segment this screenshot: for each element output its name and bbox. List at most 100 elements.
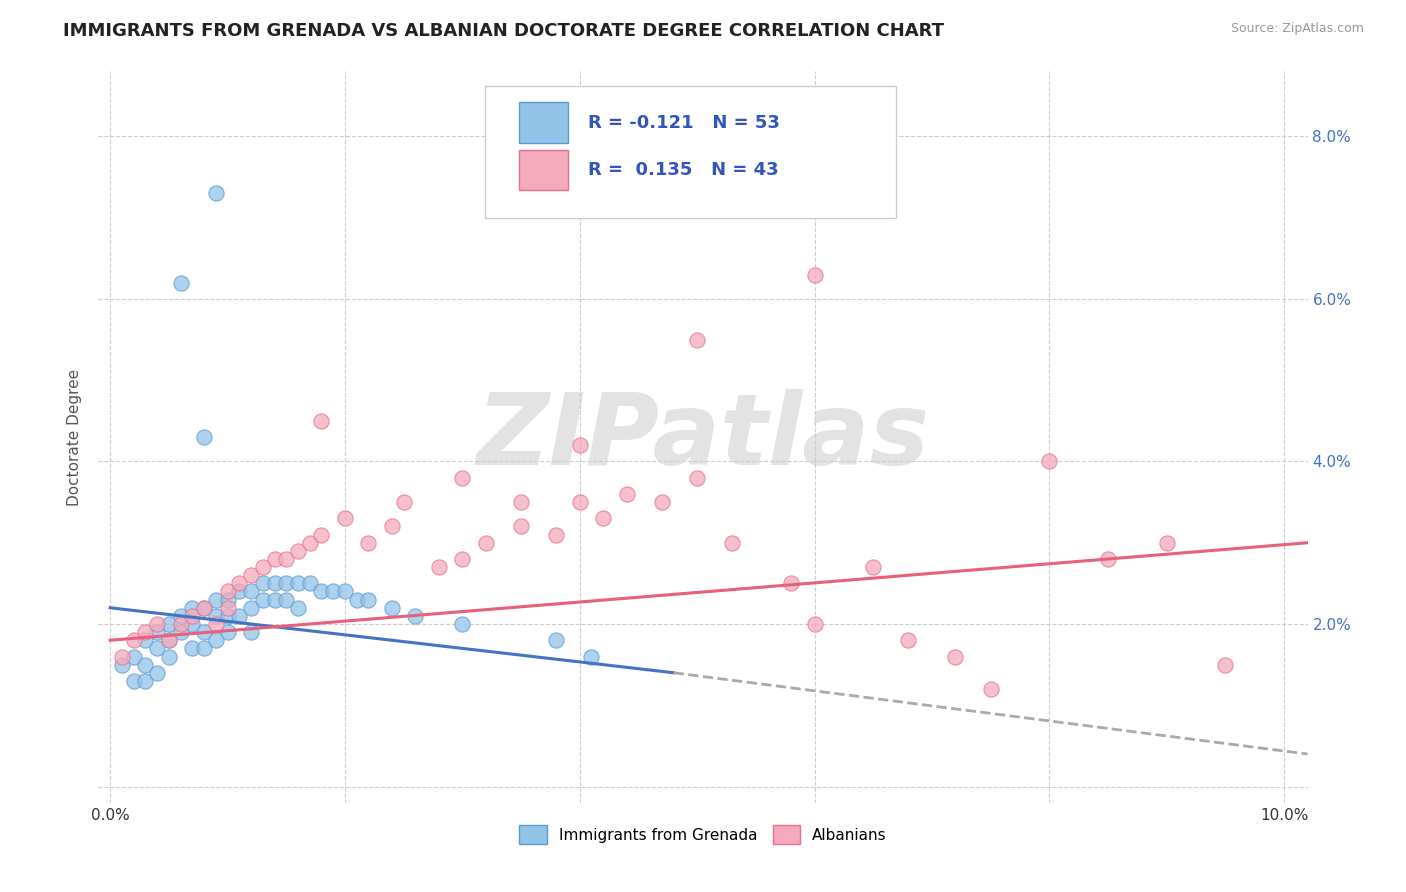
Point	[686, 333, 709, 347]
Point	[263, 576, 285, 591]
Point	[111, 649, 134, 664]
Point	[240, 584, 263, 599]
Point	[686, 471, 709, 485]
Point	[204, 617, 226, 632]
Point	[193, 600, 215, 615]
Point	[616, 487, 638, 501]
Point	[392, 495, 415, 509]
Point	[803, 617, 825, 632]
Point	[122, 673, 145, 688]
Point	[298, 576, 321, 591]
Point	[193, 641, 215, 656]
Point	[451, 471, 474, 485]
Point	[157, 649, 180, 664]
Point	[169, 617, 191, 632]
Point	[217, 600, 239, 615]
Point	[146, 665, 169, 680]
FancyBboxPatch shape	[485, 86, 897, 218]
Point	[217, 625, 239, 640]
Point	[475, 535, 498, 549]
Point	[217, 608, 239, 623]
Point	[146, 625, 169, 640]
Point	[568, 495, 591, 509]
Point	[134, 657, 156, 672]
Point	[122, 633, 145, 648]
Point	[169, 276, 191, 290]
Point	[381, 519, 404, 533]
Point	[945, 649, 967, 664]
Point	[311, 584, 333, 599]
Text: ZIPatlas: ZIPatlas	[477, 389, 929, 485]
Point	[1038, 454, 1060, 468]
Point	[263, 552, 285, 566]
Point	[510, 495, 533, 509]
Point	[381, 600, 404, 615]
Point	[287, 600, 309, 615]
Point	[134, 673, 156, 688]
Point	[146, 641, 169, 656]
Text: Source: ZipAtlas.com: Source: ZipAtlas.com	[1230, 22, 1364, 36]
Point	[451, 552, 474, 566]
Point	[228, 584, 250, 599]
FancyBboxPatch shape	[519, 150, 568, 190]
Point	[333, 584, 356, 599]
Point	[228, 576, 250, 591]
Point	[263, 592, 285, 607]
Point	[322, 584, 344, 599]
Point	[204, 592, 226, 607]
Point	[803, 268, 825, 282]
Point	[276, 552, 298, 566]
Point	[240, 568, 263, 582]
Point	[1215, 657, 1237, 672]
Point	[252, 560, 274, 574]
Point	[287, 544, 309, 558]
Point	[228, 608, 250, 623]
Point	[122, 649, 145, 664]
Point	[404, 608, 426, 623]
Point	[451, 617, 474, 632]
Point	[276, 592, 298, 607]
Point	[568, 438, 591, 452]
Point	[311, 527, 333, 541]
Point	[980, 681, 1002, 696]
Point	[357, 592, 380, 607]
Point	[276, 576, 298, 591]
FancyBboxPatch shape	[519, 103, 568, 143]
Point	[240, 600, 263, 615]
Point	[357, 535, 380, 549]
Point	[721, 535, 744, 549]
Point	[581, 649, 603, 664]
Point	[181, 600, 204, 615]
Point	[193, 600, 215, 615]
Point	[181, 617, 204, 632]
Point	[346, 592, 368, 607]
Point	[204, 608, 226, 623]
Text: R =  0.135   N = 43: R = 0.135 N = 43	[588, 161, 779, 179]
Point	[298, 535, 321, 549]
Point	[204, 186, 226, 201]
Point	[111, 657, 134, 672]
Point	[181, 641, 204, 656]
Point	[146, 617, 169, 632]
Point	[780, 576, 803, 591]
Point	[169, 608, 191, 623]
Point	[134, 625, 156, 640]
Point	[157, 617, 180, 632]
Point	[169, 625, 191, 640]
Point	[546, 527, 568, 541]
Point	[862, 560, 884, 574]
Point	[252, 576, 274, 591]
Point	[240, 625, 263, 640]
Point	[252, 592, 274, 607]
Point	[510, 519, 533, 533]
Point	[651, 495, 673, 509]
Point	[287, 576, 309, 591]
Text: R = -0.121   N = 53: R = -0.121 N = 53	[588, 113, 780, 131]
Point	[333, 511, 356, 525]
Point	[204, 633, 226, 648]
Y-axis label: Doctorate Degree: Doctorate Degree	[67, 368, 83, 506]
Text: IMMIGRANTS FROM GRENADA VS ALBANIAN DOCTORATE DEGREE CORRELATION CHART: IMMIGRANTS FROM GRENADA VS ALBANIAN DOCT…	[63, 22, 945, 40]
Point	[193, 625, 215, 640]
Point	[217, 584, 239, 599]
Point	[181, 608, 204, 623]
